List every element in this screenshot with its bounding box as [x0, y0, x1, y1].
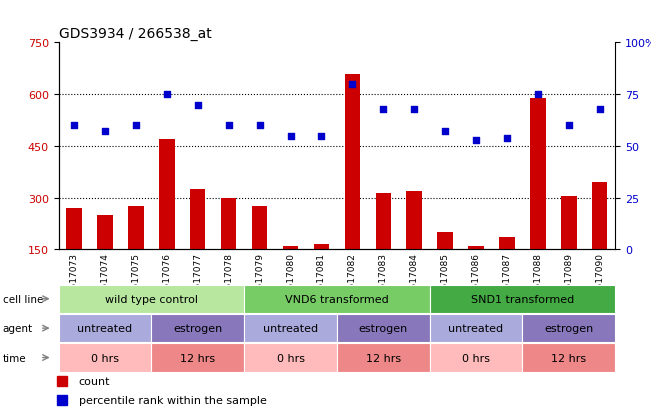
Text: untreated: untreated	[449, 323, 504, 333]
Point	[378, 106, 389, 113]
Bar	[337, 314, 430, 342]
Bar	[430, 344, 522, 372]
Text: GDS3934 / 266538_at: GDS3934 / 266538_at	[59, 27, 212, 41]
Point	[100, 129, 110, 135]
Bar	[522, 314, 615, 342]
Bar	[430, 285, 615, 313]
Point	[223, 123, 234, 129]
Text: wild type control: wild type control	[105, 294, 198, 304]
Bar	[499, 238, 515, 250]
Bar	[151, 314, 244, 342]
Bar	[244, 314, 337, 342]
Bar	[151, 344, 244, 372]
Text: time: time	[3, 353, 27, 363]
Text: estrogen: estrogen	[173, 323, 223, 333]
Bar	[314, 244, 329, 250]
Bar	[430, 314, 522, 342]
Bar	[190, 190, 206, 250]
Point	[440, 129, 450, 135]
Bar	[159, 140, 174, 250]
Text: 12 hrs: 12 hrs	[551, 353, 587, 363]
Bar	[59, 285, 244, 313]
Bar	[283, 247, 298, 250]
Bar	[530, 98, 546, 250]
Text: 0 hrs: 0 hrs	[462, 353, 490, 363]
Bar	[59, 314, 151, 342]
Bar	[437, 233, 453, 250]
Point	[285, 133, 296, 140]
Point	[594, 106, 605, 113]
Text: agent: agent	[3, 323, 33, 333]
Point	[316, 133, 327, 140]
Point	[533, 92, 543, 98]
Point	[69, 123, 79, 129]
Text: 12 hrs: 12 hrs	[180, 353, 215, 363]
Bar	[252, 207, 268, 250]
Point	[564, 123, 574, 129]
Text: count: count	[79, 376, 110, 386]
Bar	[561, 197, 577, 250]
Text: VND6 transformed: VND6 transformed	[285, 294, 389, 304]
Bar	[522, 344, 615, 372]
Point	[161, 92, 172, 98]
Text: untreated: untreated	[77, 323, 133, 333]
Bar	[128, 207, 144, 250]
Bar	[376, 193, 391, 250]
Text: percentile rank within the sample: percentile rank within the sample	[79, 394, 266, 405]
Text: untreated: untreated	[263, 323, 318, 333]
Point	[409, 106, 419, 113]
Bar	[221, 198, 236, 250]
Bar	[344, 74, 360, 250]
Text: estrogen: estrogen	[359, 323, 408, 333]
Text: cell line: cell line	[3, 294, 43, 304]
Bar	[59, 344, 151, 372]
Point	[193, 102, 203, 109]
Bar	[468, 247, 484, 250]
Point	[131, 123, 141, 129]
Bar	[66, 209, 82, 250]
Point	[255, 123, 265, 129]
Point	[502, 135, 512, 142]
Bar	[592, 183, 607, 250]
Bar	[337, 344, 430, 372]
Text: SND1 transformed: SND1 transformed	[471, 294, 574, 304]
Bar	[244, 344, 337, 372]
Text: 0 hrs: 0 hrs	[277, 353, 305, 363]
Bar	[406, 191, 422, 250]
Text: estrogen: estrogen	[544, 323, 594, 333]
Bar	[244, 285, 430, 313]
Text: 12 hrs: 12 hrs	[366, 353, 401, 363]
Text: 0 hrs: 0 hrs	[91, 353, 119, 363]
Bar	[97, 216, 113, 250]
Point	[471, 137, 481, 144]
Point	[347, 81, 357, 88]
